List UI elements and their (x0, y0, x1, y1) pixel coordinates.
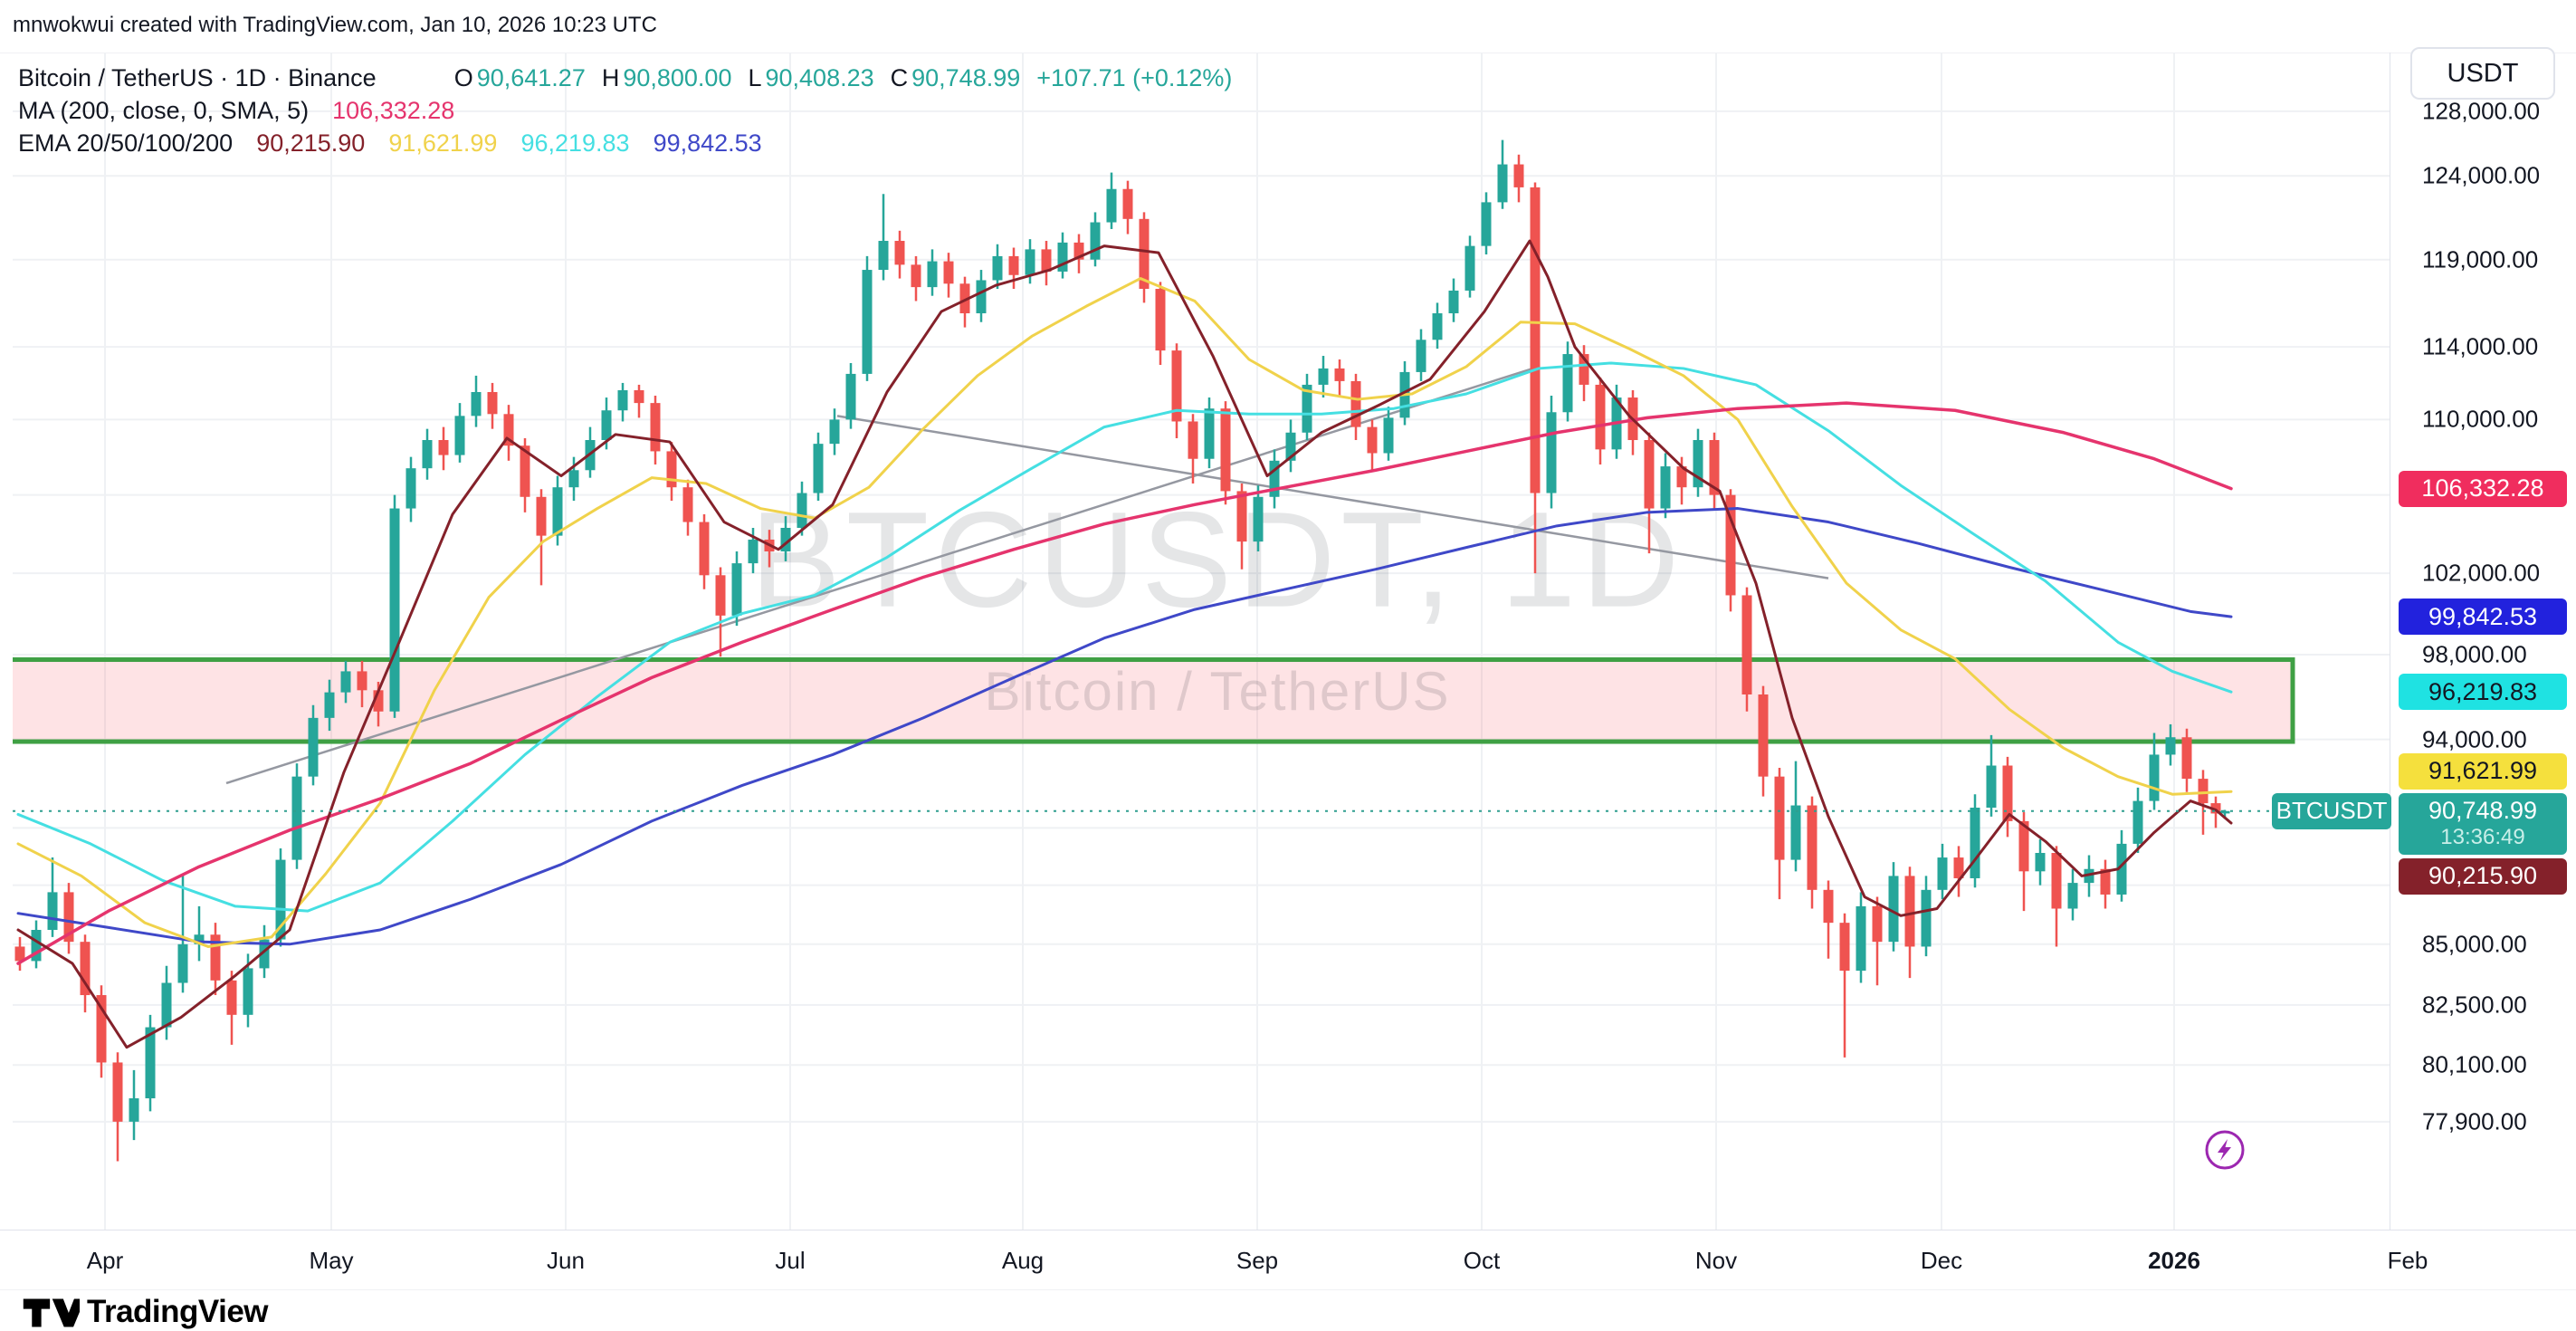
time-label-nov: Nov (1694, 1247, 1738, 1274)
symbol-title: Bitcoin / TetherUS · 1D · Binance (18, 63, 377, 91)
watermark-title: BTCUSDT, 1D (750, 484, 1685, 636)
price-tick: 82,500.00 (2422, 991, 2527, 1019)
ema-label: EMA 20/50/100/200 (18, 129, 234, 157)
ema100-value: 96,219.83 (520, 129, 630, 157)
ma-label: MA (200, close, 0, SMA, 5) (18, 96, 310, 124)
symbol-legend-row[interactable]: Bitcoin / TetherUS · 1D · Binance O 90,64… (18, 62, 1236, 94)
price-tick: 124,000.00 (2422, 161, 2541, 189)
time-label-jul: Jul (775, 1247, 806, 1274)
legend: Bitcoin / TetherUS · 1D · Binance O 90,64… (18, 62, 1236, 159)
ema50-value: 91,621.99 (388, 129, 498, 157)
ma-value: 106,332.28 (332, 96, 455, 124)
price-tick: 94,000.00 (2422, 725, 2527, 753)
ema-legend-row[interactable]: EMA 20/50/100/200 90,215.90 91,621.99 96… (18, 127, 1236, 159)
ema200-line (16, 507, 2233, 946)
time-label-dec: Dec (1920, 1247, 1963, 1274)
price-tick: 128,000.00 (2422, 97, 2541, 125)
ema200-value: 99,842.53 (653, 129, 762, 157)
price-tick: 85,000.00 (2422, 930, 2527, 958)
ma-ema-lines (16, 239, 2233, 1049)
lightning-button[interactable] (2203, 1128, 2247, 1172)
price-scale[interactable]: 128,000.00 124,000.00 119,000.00 114,000.00… (2390, 53, 2576, 1230)
lightning-bolt-icon (2218, 1139, 2231, 1161)
attribution-text: mnwokwui created with TradingView.com, J… (13, 13, 657, 37)
time-label-may: May (309, 1247, 354, 1274)
time-label-feb: Feb (2387, 1247, 2428, 1274)
ema100-line (16, 361, 2233, 913)
time-label-jun: Jun (547, 1247, 585, 1274)
footer: TradingView (0, 1289, 2576, 1331)
ma-legend-row[interactable]: MA (200, close, 0, SMA, 5) 106,332.28 (18, 94, 1236, 127)
price-tick: 110,000.00 (2422, 405, 2539, 433)
ma200-line (16, 401, 2233, 965)
ema20-value: 90,215.90 (256, 129, 366, 157)
time-label-aug: Aug (1001, 1247, 1045, 1274)
candles-group (14, 139, 2230, 1162)
tradingview-logo-icon[interactable] (22, 1296, 80, 1330)
trendlines (225, 365, 1829, 785)
price-tick: 119,000.00 (2422, 245, 2539, 273)
price-tick: 80,100.00 (2422, 1050, 2527, 1078)
ohlc-values: O 90,641.27 H 90,800.00 L 90,408.23 C 90,748.99… (453, 63, 1233, 91)
price-tick: 77,900.00 (2422, 1107, 2527, 1135)
watermark-subtitle: Bitcoin / TetherUS (984, 661, 1450, 722)
ema20-line (16, 239, 2233, 1049)
ema50-line (16, 277, 2233, 948)
time-label-2026: 2026 (2148, 1247, 2200, 1274)
time-scale[interactable]: Apr May Jun Jul Aug Sep Oct Nov Dec 2026 Feb (0, 1230, 2576, 1290)
time-label-oct: Oct (1463, 1247, 1501, 1274)
price-tick: 98,000.00 (2422, 640, 2527, 668)
currency-toggle-button[interactable]: USDT (2410, 47, 2555, 100)
change-value: +107.71 (+0.12%) (1036, 63, 1233, 91)
time-label-sep: Sep (1236, 1247, 1279, 1274)
tradingview-brand-text[interactable]: TradingView (87, 1294, 269, 1329)
price-tick: 102,000.00 (2422, 559, 2541, 587)
price-tick: 114,000.00 (2422, 332, 2539, 360)
time-label-apr: Apr (86, 1247, 124, 1274)
grid-lines (13, 53, 2390, 1230)
